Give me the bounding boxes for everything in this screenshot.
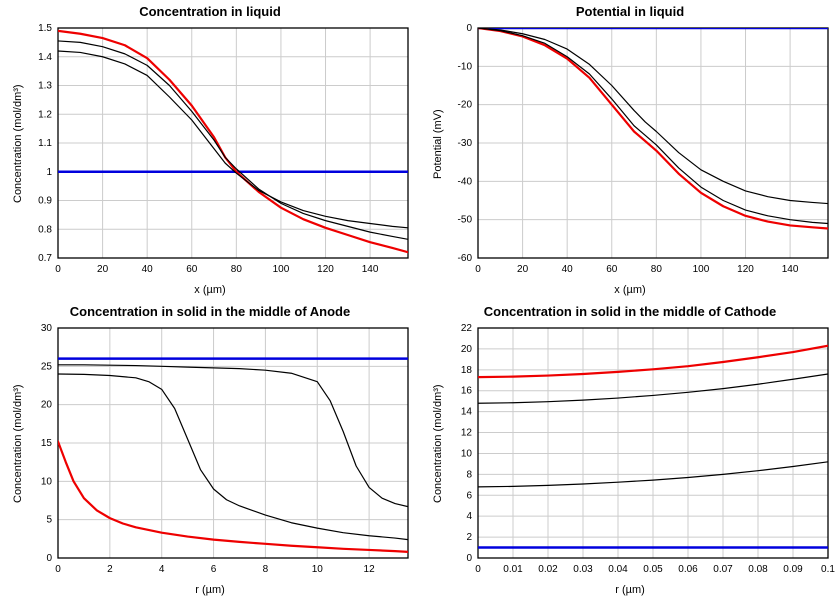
svg-text:-60: -60 bbox=[458, 253, 473, 264]
svg-text:25: 25 bbox=[41, 361, 53, 372]
svg-text:4: 4 bbox=[159, 564, 165, 575]
svg-text:6: 6 bbox=[211, 564, 217, 575]
svg-text:1: 1 bbox=[46, 167, 52, 178]
svg-text:30: 30 bbox=[41, 323, 53, 334]
plot-svg: 0 2 4 6 8 10 12 0 5 10 15 20 25 30 bbox=[0, 300, 420, 600]
chart-panel-conc_solid_cathode: Concentration in solid in the middle of … bbox=[420, 300, 840, 600]
svg-text:8: 8 bbox=[263, 564, 269, 575]
svg-text:22: 22 bbox=[461, 323, 473, 334]
series-line bbox=[58, 31, 408, 252]
svg-text:-30: -30 bbox=[458, 138, 473, 149]
svg-text:0.9: 0.9 bbox=[38, 196, 52, 207]
svg-text:0.8: 0.8 bbox=[38, 224, 52, 235]
x-axis-label: r (µm) bbox=[0, 584, 420, 596]
svg-text:12: 12 bbox=[364, 564, 376, 575]
svg-text:20: 20 bbox=[41, 400, 53, 411]
svg-text:1.5: 1.5 bbox=[38, 23, 52, 34]
svg-text:1.1: 1.1 bbox=[38, 138, 52, 149]
svg-text:2: 2 bbox=[107, 564, 113, 575]
y-axis-label: Concentration (mol/dm³) bbox=[12, 384, 24, 503]
y-axis-label: Concentration (mol/dm³) bbox=[432, 384, 444, 503]
chart-panel-conc_solid_anode: Concentration in solid in the middle of … bbox=[0, 300, 420, 600]
chart-grid-2x2: Concentration in liquid Concentration (mo… bbox=[0, 0, 840, 600]
svg-text:0.01: 0.01 bbox=[503, 564, 523, 575]
svg-text:0.1: 0.1 bbox=[821, 564, 835, 575]
svg-text:-10: -10 bbox=[458, 61, 473, 72]
svg-text:8: 8 bbox=[466, 469, 472, 480]
series-line bbox=[58, 374, 408, 540]
svg-text:40: 40 bbox=[562, 264, 574, 275]
svg-text:100: 100 bbox=[273, 264, 290, 275]
svg-text:120: 120 bbox=[317, 264, 334, 275]
svg-text:80: 80 bbox=[651, 264, 663, 275]
svg-text:6: 6 bbox=[466, 490, 472, 501]
svg-text:140: 140 bbox=[782, 264, 799, 275]
svg-text:-40: -40 bbox=[458, 176, 473, 187]
svg-text:12: 12 bbox=[461, 428, 473, 439]
x-axis-label: r (µm) bbox=[420, 584, 840, 596]
svg-text:5: 5 bbox=[46, 515, 52, 526]
svg-text:15: 15 bbox=[41, 438, 53, 449]
chart-panel-potential_liquid: Potential in liquidPotential (mV)x (µm)0… bbox=[420, 0, 840, 300]
svg-text:0.7: 0.7 bbox=[38, 253, 52, 264]
svg-text:0: 0 bbox=[55, 264, 61, 275]
svg-text:-20: -20 bbox=[458, 100, 473, 111]
series-line bbox=[478, 28, 828, 224]
y-axis-label: Concentration (mol/dm³) bbox=[12, 84, 24, 203]
plot-svg: 0 0.01 0.02 0.03 0.04 0.05 0.06 0.07 0.08 0.09 0.1… bbox=[420, 300, 840, 600]
series-line bbox=[58, 41, 408, 239]
svg-text:0.02: 0.02 bbox=[538, 564, 558, 575]
x-axis-label: x (µm) bbox=[0, 284, 420, 296]
svg-text:-50: -50 bbox=[458, 215, 473, 226]
svg-text:60: 60 bbox=[606, 264, 618, 275]
x-axis-label: x (µm) bbox=[420, 284, 840, 296]
y-axis-label: Potential (mV) bbox=[432, 110, 444, 180]
svg-text:10: 10 bbox=[312, 564, 324, 575]
chart-title: Concentration in solid in the middle of … bbox=[420, 304, 840, 319]
svg-text:18: 18 bbox=[461, 365, 473, 376]
svg-text:0: 0 bbox=[55, 564, 61, 575]
svg-text:2: 2 bbox=[466, 532, 472, 543]
svg-text:60: 60 bbox=[186, 264, 198, 275]
chart-title: Potential in liquid bbox=[420, 4, 840, 19]
svg-text:0.03: 0.03 bbox=[573, 564, 593, 575]
svg-text:1.4: 1.4 bbox=[38, 52, 52, 63]
series-line bbox=[58, 51, 408, 228]
svg-text:14: 14 bbox=[461, 407, 473, 418]
svg-text:0.04: 0.04 bbox=[608, 564, 628, 575]
svg-text:1.3: 1.3 bbox=[38, 81, 52, 92]
svg-text:10: 10 bbox=[41, 476, 53, 487]
svg-text:0: 0 bbox=[475, 564, 481, 575]
chart-panel-conc_liquid: Concentration in liquid Concentration (mo… bbox=[0, 0, 420, 300]
chart-title: Concentration in solid in the middle of … bbox=[0, 304, 420, 319]
svg-text:80: 80 bbox=[231, 264, 243, 275]
plot-svg: 0 20 40 60 80 100 120 140 -60 -50 -40 -30 -20 -10 0 bbox=[420, 0, 840, 300]
svg-text:0: 0 bbox=[46, 553, 52, 564]
svg-text:120: 120 bbox=[737, 264, 754, 275]
series-line bbox=[58, 441, 408, 551]
svg-text:0.06: 0.06 bbox=[678, 564, 698, 575]
svg-text:0.07: 0.07 bbox=[713, 564, 733, 575]
chart-title: Concentration in liquid bbox=[0, 4, 420, 19]
svg-text:16: 16 bbox=[461, 386, 473, 397]
series-line bbox=[478, 28, 828, 204]
svg-text:20: 20 bbox=[97, 264, 109, 275]
svg-text:10: 10 bbox=[461, 448, 473, 459]
svg-text:0: 0 bbox=[475, 264, 481, 275]
svg-text:140: 140 bbox=[362, 264, 379, 275]
svg-text:40: 40 bbox=[142, 264, 154, 275]
svg-text:20: 20 bbox=[461, 344, 473, 355]
svg-text:100: 100 bbox=[693, 264, 710, 275]
svg-text:0.09: 0.09 bbox=[783, 564, 803, 575]
svg-text:4: 4 bbox=[466, 511, 472, 522]
svg-text:0.08: 0.08 bbox=[748, 564, 768, 575]
svg-text:1.2: 1.2 bbox=[38, 109, 52, 120]
plot-svg: 0 20 40 60 80 100 120 140 0.7 0.8 0.9 1 1.1 1.2 1.3 1.4… bbox=[0, 0, 420, 300]
svg-text:0.05: 0.05 bbox=[643, 564, 663, 575]
svg-text:0: 0 bbox=[466, 553, 472, 564]
series-line bbox=[58, 365, 408, 507]
svg-text:20: 20 bbox=[517, 264, 529, 275]
svg-text:0: 0 bbox=[466, 23, 472, 34]
